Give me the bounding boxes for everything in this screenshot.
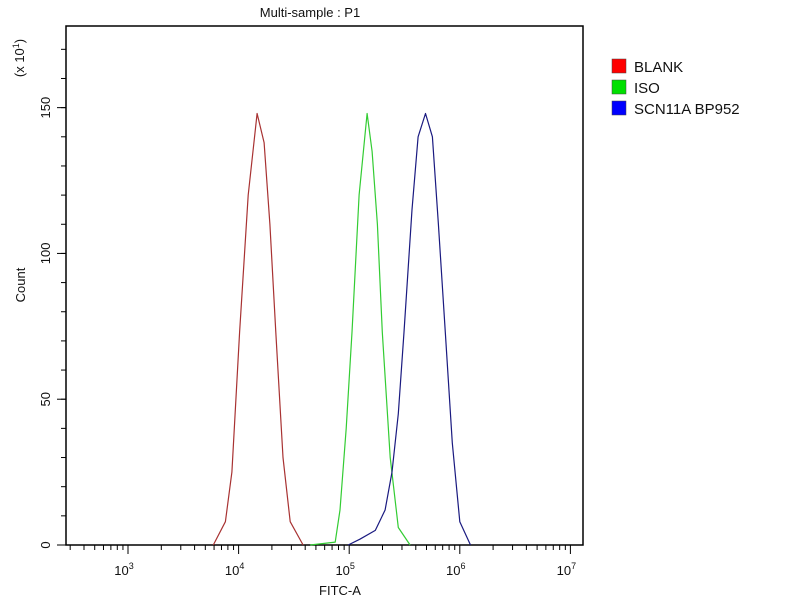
legend-swatch — [612, 80, 626, 94]
x-axis-label: FITC-A — [319, 583, 361, 598]
x-tick-label: 105 — [335, 561, 354, 578]
y-tick-label: 150 — [38, 97, 53, 119]
y-tick-label: 0 — [38, 541, 53, 548]
x-tick-exp: 4 — [239, 561, 244, 571]
y-multiplier-base: (x 10 — [12, 48, 27, 77]
y-axis: 0 50 100 150 — [38, 49, 66, 548]
chart-title: Multi-sample : P1 — [260, 5, 360, 20]
series-line-iso — [310, 114, 410, 546]
legend-label: SCN11A BP952 — [634, 101, 740, 118]
svg-text:(x 101): (x 101) — [11, 39, 27, 77]
x-tick-exp: 6 — [461, 561, 466, 571]
legend-swatch — [612, 101, 626, 115]
legend-label: ISO — [634, 80, 660, 97]
series-line-blank — [213, 114, 303, 546]
legend: BLANK ISO SCN11A BP952 — [612, 59, 740, 118]
series-group — [213, 113, 470, 545]
x-tick-label: 107 — [557, 561, 576, 578]
legend-label: BLANK — [634, 59, 683, 76]
x-tick-base: 10 — [557, 563, 571, 578]
y-axis-label: Count — [13, 267, 28, 302]
x-tick-base: 10 — [225, 563, 239, 578]
x-tick-label: 103 — [114, 561, 133, 578]
x-tick-base: 10 — [446, 563, 460, 578]
x-tick-exp: 5 — [350, 561, 355, 571]
plot-frame — [66, 26, 583, 545]
legend-swatch — [612, 59, 626, 73]
x-tick-exp: 3 — [129, 561, 134, 571]
x-tick-base: 10 — [335, 563, 349, 578]
x-tick-exp: 7 — [571, 561, 576, 571]
series-line-scn11a-bp952 — [348, 114, 470, 546]
x-tick-label: 104 — [225, 561, 244, 578]
x-tick-base: 10 — [114, 563, 128, 578]
y-tick-label: 50 — [38, 392, 53, 406]
x-tick-label: 106 — [446, 561, 465, 578]
y-multiplier-label: (x 101) — [11, 39, 27, 77]
y-tick-label: 100 — [38, 243, 53, 265]
